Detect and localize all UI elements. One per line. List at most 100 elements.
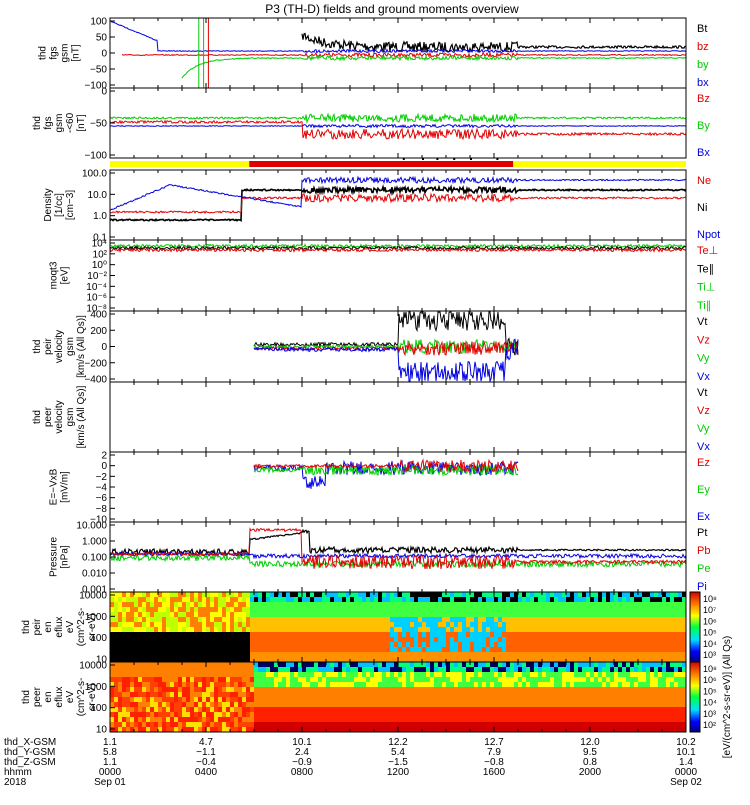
series-Bx	[109, 123, 687, 129]
panel-frame	[109, 451, 687, 523]
legend-Ez: Ez	[697, 457, 710, 469]
legend-Vy: Vy	[697, 353, 710, 365]
series-Ne	[109, 192, 686, 214]
axis-date: Sep 01	[94, 777, 126, 788]
colorbar-tick: 10⁴	[703, 639, 717, 649]
panel-efield: 20−2−4−6−8−10 E=−VxB[mV/m] Ez Ey Ex	[49, 451, 711, 526]
axis-value: 12.7	[484, 737, 504, 748]
ytick-label: 0	[101, 49, 107, 60]
ytick-label: −400	[84, 375, 107, 386]
axis-value: 12.0	[580, 737, 600, 748]
ylabel: thdpeervelocitygsm[km/s (All Qs)]	[32, 385, 87, 448]
series-Pt	[109, 528, 687, 558]
ytick-label: 200	[90, 326, 107, 337]
colorbar-label: [eV/(cm^2-s-sr-eV)] (All Qs)	[722, 636, 733, 758]
series-Te-perp	[109, 247, 687, 253]
ytick-label: 10⁻²	[87, 271, 107, 282]
legend-Bz: Bz	[697, 93, 710, 105]
ytick-label: 10.0	[88, 190, 108, 201]
legend-Ex: Ex	[697, 511, 710, 523]
ytick-label: −50	[90, 65, 107, 76]
legend-Pt: Pt	[697, 527, 707, 539]
legend-bz: bz	[697, 41, 709, 53]
ylabel: thdfgsgsm-<60[nT]	[32, 112, 87, 133]
ytick-label: 2	[101, 451, 107, 462]
colorbar	[689, 591, 701, 663]
axis-value: −0.4	[196, 757, 216, 768]
series-Ti	[109, 243, 686, 249]
ylabel: Pressure[nPa]	[49, 537, 71, 577]
ylabel: thdpeerenefluxeV(cm^2-s-sr-eV)	[21, 678, 98, 717]
colorbar-tick: 10³	[703, 650, 716, 660]
legend-Vz: Vz	[697, 405, 710, 417]
axis-value: 0.8	[583, 757, 597, 768]
legend-Vy: Vy	[697, 423, 710, 435]
ytick-label: −50	[90, 119, 107, 130]
axis-value: −0.8	[484, 757, 504, 768]
axis-value: 0800	[291, 767, 314, 778]
mode-status-bar	[110, 158, 686, 167]
series-Bt	[301, 32, 687, 54]
axis-value: 12.2	[388, 737, 408, 748]
figure-title: P3 (TH-D) fields and ground moments over…	[265, 2, 519, 16]
axis-value: 4.7	[199, 737, 213, 748]
colorbar-tick: 10⁴	[703, 698, 717, 708]
legend-Bx: Bx	[697, 147, 710, 159]
ylabel: moqt3[eV]	[49, 261, 71, 289]
legend-Vx: Vx	[697, 441, 710, 453]
legend-Vx: Vx	[697, 371, 710, 383]
axis-value: 9.5	[583, 747, 597, 758]
ytick-label: 1.0	[93, 211, 107, 222]
axis-value: 10.2	[676, 737, 696, 748]
ytick-label: 50	[96, 33, 108, 44]
legend-Pi: Pi	[697, 581, 707, 593]
panel-frame	[109, 381, 687, 453]
axis-value: 0000	[675, 767, 698, 778]
legend-Npot: Npot	[697, 229, 720, 241]
ytick-label: 100.0	[82, 169, 107, 180]
axis-value: 5.8	[103, 747, 117, 758]
panel-density: 100.0 10.0 1.0 0.1 Density[1/cc][cm−3] Ne Ni Np…	[43, 169, 720, 244]
panel-frame	[109, 17, 687, 89]
ytick-label: −200	[84, 358, 107, 369]
panel-fgs_detrend: 0 −50 −100 thdfgsgsm-<60[nT] Bz By Bx	[32, 87, 710, 162]
legend-Vt: Vt	[697, 387, 707, 399]
ylabel: E=−VxB[mV/m]	[49, 468, 71, 505]
panel-frame	[109, 87, 687, 159]
legend-Ni: Ni	[697, 202, 707, 214]
axis-value: 10.1	[676, 747, 696, 758]
heatmap-peir_eflux	[110, 592, 686, 662]
series-Vt	[253, 310, 519, 356]
ytick-label: 10⁰	[92, 260, 107, 271]
series-Te-par	[109, 245, 687, 251]
series-by	[181, 54, 687, 79]
series-Bz	[109, 119, 687, 141]
ytick-label: 100	[90, 633, 107, 644]
ytick-label: 0	[101, 461, 107, 472]
axis-value: 10.1	[292, 737, 312, 748]
axis-value: −1.1	[196, 747, 216, 758]
legend-By: By	[697, 120, 710, 132]
ytick-label: −6	[96, 493, 108, 504]
series-Ez	[253, 458, 519, 474]
axis-value: 0000	[99, 767, 122, 778]
panel-peer_eflux: 10000 1000 100 10 thdpeerenefluxeV(cm^2-s-sr…	[21, 661, 717, 736]
ytick-label: −4	[96, 483, 108, 494]
axis-value: −1.5	[388, 757, 408, 768]
ytick-label: 1.000	[82, 537, 107, 548]
ylabel: thdpeirenefluxeV(cm^2-s-sr-eV)	[21, 608, 98, 647]
colorbar-tick: 10²	[703, 720, 716, 730]
legend-Ne: Ne	[697, 175, 711, 187]
series-bx	[109, 20, 687, 54]
ytick-label: 0.1	[93, 233, 107, 244]
series-by-spike	[198, 18, 205, 88]
ytick-label: −10	[90, 515, 107, 526]
colorbar-tick: 10⁶	[703, 616, 717, 626]
ylabel: thdfgsgsm[nT]	[38, 44, 82, 63]
legend-Ti∥: Ti∥	[697, 300, 711, 312]
ytick-label: 100	[90, 17, 107, 28]
legend-Ti⊥: Ti⊥	[697, 282, 715, 294]
legend-Te⊥: Te⊥	[697, 245, 718, 257]
legend-Ey: Ey	[697, 484, 710, 496]
